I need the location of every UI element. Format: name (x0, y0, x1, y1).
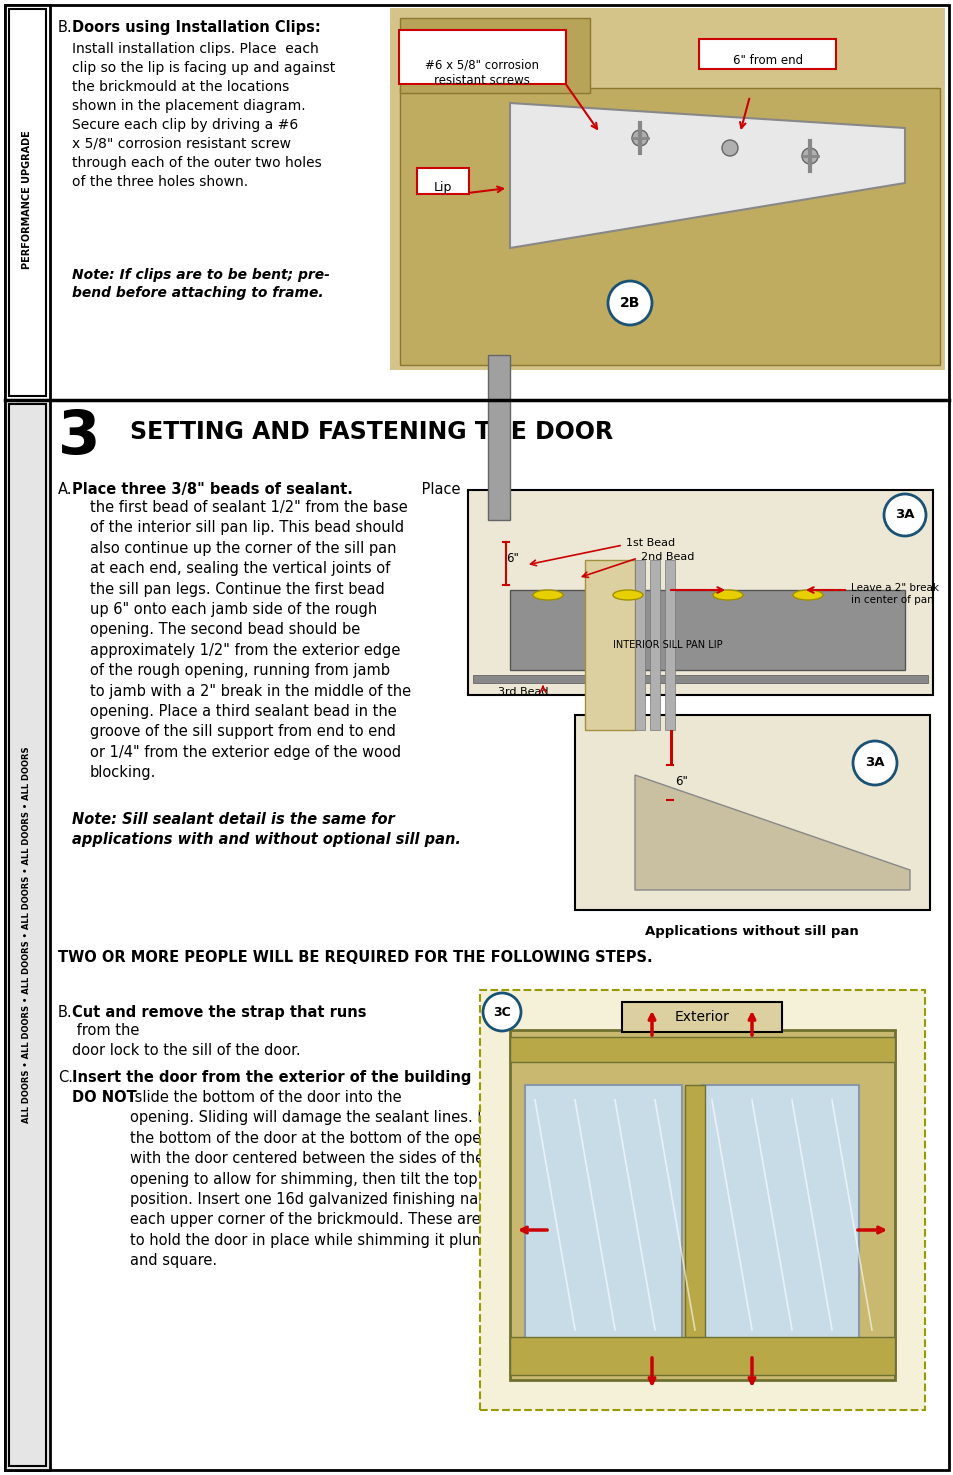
Bar (635, 560, 644, 730)
Bar (510, 1030, 894, 1381)
Bar (701, 1086, 858, 1345)
Text: 2nd Bead: 2nd Bead (640, 552, 694, 562)
Circle shape (883, 494, 925, 535)
Bar (468, 490, 932, 695)
Ellipse shape (712, 590, 742, 600)
Circle shape (607, 282, 651, 324)
Bar (524, 1086, 681, 1345)
Text: DO NOT: DO NOT (71, 1090, 136, 1105)
Bar (473, 676, 927, 683)
Bar (390, 7, 944, 370)
Text: #6 x 5/8" corrosion
resistant screws: #6 x 5/8" corrosion resistant screws (424, 58, 538, 87)
Bar (669, 730, 672, 766)
Text: B.: B. (58, 21, 72, 35)
Bar (488, 355, 510, 521)
Text: 1st Bead: 1st Bead (625, 538, 675, 549)
Text: Cut and remove the strap that runs: Cut and remove the strap that runs (71, 1004, 366, 1021)
Text: 3: 3 (58, 409, 100, 468)
Text: INTERIOR SILL PAN LIP: INTERIOR SILL PAN LIP (613, 640, 722, 650)
Text: TWO OR MORE PEOPLE WILL BE REQUIRED FOR THE FOLLOWING STEPS.: TWO OR MORE PEOPLE WILL BE REQUIRED FOR … (58, 950, 652, 965)
Text: Note: If clips are to be bent; pre-
bend before attaching to frame.: Note: If clips are to be bent; pre- bend… (71, 268, 330, 301)
Text: A.: A. (58, 482, 72, 497)
Bar (9, 404, 46, 1466)
FancyBboxPatch shape (416, 168, 469, 195)
Text: Note: Sill sealant detail is the same for
applications with and without optional: Note: Sill sealant detail is the same fo… (71, 813, 460, 847)
Ellipse shape (792, 590, 822, 600)
Text: 3A: 3A (864, 757, 883, 770)
Text: 3C: 3C (493, 1006, 511, 1019)
Text: Install installation clips. Place  each
clip so the lip is facing up and against: Install installation clips. Place each c… (71, 41, 335, 189)
Bar (510, 1037, 894, 1062)
Circle shape (721, 140, 738, 156)
FancyBboxPatch shape (699, 38, 835, 69)
Bar (9, 9, 46, 395)
Text: Leave a 2" break
in center of pan: Leave a 2" break in center of pan (850, 583, 938, 605)
Text: 3A: 3A (894, 509, 914, 522)
Bar (664, 560, 675, 730)
Text: Doors using Installation Clips:: Doors using Installation Clips: (71, 21, 320, 35)
Text: PERFORMANCE UPGRADE: PERFORMANCE UPGRADE (22, 131, 32, 270)
Bar (510, 590, 904, 670)
Ellipse shape (613, 590, 642, 600)
Text: B.: B. (58, 1004, 72, 1021)
Bar (649, 560, 659, 730)
Text: Exterior: Exterior (674, 1010, 729, 1024)
Text: the first bead of sealant 1/2" from the base
of the interior sill pan lip. This : the first bead of sealant 1/2" from the … (90, 500, 411, 780)
Text: Place three 3/8" beads of sealant.: Place three 3/8" beads of sealant. (71, 482, 353, 497)
Polygon shape (399, 18, 589, 93)
Ellipse shape (533, 590, 562, 600)
Bar (621, 1002, 781, 1032)
Text: Applications without sill pan: Applications without sill pan (644, 925, 858, 938)
Polygon shape (399, 88, 939, 364)
Bar (5, 4, 50, 400)
Text: Place: Place (416, 482, 460, 497)
Bar (479, 990, 924, 1410)
Bar (5, 400, 50, 1471)
Text: 3rd Bead: 3rd Bead (497, 687, 548, 698)
Bar (575, 715, 929, 910)
Text: ALL DOORS • ALL DOORS • ALL DOORS • ALL DOORS • ALL DOORS • ALL DOORS: ALL DOORS • ALL DOORS • ALL DOORS • ALL … (23, 746, 31, 1124)
Bar (510, 1336, 894, 1375)
Polygon shape (510, 103, 904, 248)
Circle shape (631, 130, 647, 146)
Text: SETTING AND FASTENING THE DOOR: SETTING AND FASTENING THE DOOR (130, 420, 613, 444)
Polygon shape (635, 774, 909, 889)
Text: 6" from end: 6" from end (732, 55, 802, 66)
Text: Insert the door from the exterior of the building: Insert the door from the exterior of the… (71, 1069, 471, 1086)
Circle shape (801, 148, 817, 164)
Text: slide the bottom of the door into the
opening. Sliding will damage the sealant l: slide the bottom of the door into the op… (130, 1090, 520, 1268)
Text: 2B: 2B (619, 296, 639, 310)
Text: from the
door lock to the sill of the door.: from the door lock to the sill of the do… (71, 1024, 300, 1058)
Text: Lip: Lip (434, 181, 452, 195)
Text: C.: C. (58, 1069, 73, 1086)
Bar (584, 560, 635, 730)
FancyBboxPatch shape (398, 30, 565, 84)
Text: 6": 6" (506, 552, 518, 565)
Circle shape (852, 740, 896, 785)
Bar (684, 1086, 704, 1345)
Circle shape (482, 993, 520, 1031)
Text: 6": 6" (675, 774, 687, 788)
